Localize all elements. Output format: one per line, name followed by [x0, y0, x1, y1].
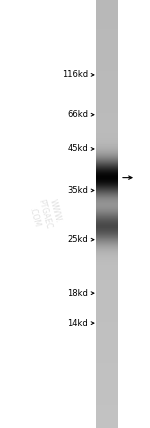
Text: 116kd: 116kd [62, 70, 88, 80]
Text: 35kd: 35kd [67, 186, 88, 195]
Text: 14kd: 14kd [67, 318, 88, 328]
Text: 66kd: 66kd [67, 110, 88, 119]
Text: WWW.
PTGAEC
.COM: WWW. PTGAEC .COM [26, 195, 64, 233]
Text: 45kd: 45kd [67, 144, 88, 154]
Text: 18kd: 18kd [67, 288, 88, 298]
Text: 25kd: 25kd [67, 235, 88, 244]
